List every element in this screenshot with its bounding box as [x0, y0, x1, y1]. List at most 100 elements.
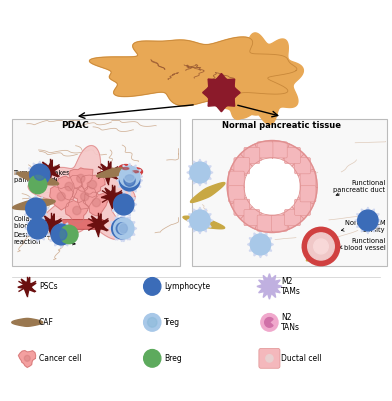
Text: Lymphocyte: Lymphocyte — [164, 282, 210, 291]
FancyBboxPatch shape — [259, 348, 280, 368]
Polygon shape — [39, 160, 60, 182]
Text: CAF: CAF — [39, 318, 54, 327]
Polygon shape — [25, 215, 51, 242]
Wedge shape — [265, 318, 273, 327]
Polygon shape — [48, 221, 74, 248]
Circle shape — [57, 192, 65, 201]
Circle shape — [26, 198, 46, 219]
Circle shape — [124, 175, 135, 186]
Ellipse shape — [129, 168, 142, 176]
Polygon shape — [247, 231, 274, 258]
Circle shape — [362, 215, 374, 226]
FancyBboxPatch shape — [271, 142, 287, 158]
Text: Desmoplastic
reaction: Desmoplastic reaction — [14, 232, 75, 245]
Circle shape — [147, 318, 157, 327]
Circle shape — [112, 218, 132, 239]
Polygon shape — [101, 186, 122, 208]
Circle shape — [194, 167, 205, 178]
Polygon shape — [355, 207, 381, 234]
Circle shape — [266, 354, 273, 362]
Polygon shape — [12, 318, 43, 326]
FancyBboxPatch shape — [295, 158, 310, 174]
Circle shape — [92, 198, 101, 207]
Polygon shape — [307, 240, 336, 261]
FancyBboxPatch shape — [285, 148, 300, 164]
Polygon shape — [183, 216, 225, 229]
Circle shape — [143, 350, 161, 367]
Polygon shape — [191, 182, 225, 203]
FancyBboxPatch shape — [300, 186, 316, 202]
FancyBboxPatch shape — [244, 209, 260, 226]
Circle shape — [34, 169, 45, 180]
Text: Ductal cell: Ductal cell — [281, 354, 322, 363]
Text: PSCs: PSCs — [39, 282, 58, 291]
FancyBboxPatch shape — [285, 209, 300, 226]
Polygon shape — [18, 277, 36, 296]
Polygon shape — [116, 163, 143, 190]
Circle shape — [116, 223, 127, 234]
Polygon shape — [187, 207, 213, 234]
FancyBboxPatch shape — [234, 158, 250, 174]
Text: Cancer cell: Cancer cell — [39, 354, 82, 363]
Circle shape — [190, 162, 210, 183]
Polygon shape — [73, 186, 97, 209]
FancyBboxPatch shape — [295, 199, 310, 215]
Circle shape — [29, 175, 47, 194]
Polygon shape — [187, 159, 213, 186]
Text: M2
TAMs: M2 TAMs — [281, 277, 301, 296]
Polygon shape — [97, 168, 131, 177]
Circle shape — [80, 192, 89, 201]
Circle shape — [250, 234, 270, 255]
Circle shape — [56, 229, 67, 240]
Circle shape — [255, 239, 266, 250]
Circle shape — [30, 164, 50, 185]
Polygon shape — [81, 175, 105, 197]
Circle shape — [32, 223, 44, 234]
Circle shape — [207, 78, 236, 107]
Circle shape — [24, 355, 30, 361]
Circle shape — [114, 194, 134, 215]
Polygon shape — [109, 215, 135, 242]
Text: Functional
blood vessel: Functional blood vessel — [339, 238, 385, 251]
Circle shape — [120, 166, 140, 187]
Circle shape — [51, 224, 71, 245]
Polygon shape — [221, 33, 303, 124]
Polygon shape — [27, 161, 53, 188]
Ellipse shape — [132, 171, 139, 173]
Circle shape — [120, 170, 140, 191]
FancyBboxPatch shape — [257, 215, 273, 231]
FancyBboxPatch shape — [300, 171, 316, 187]
Circle shape — [190, 210, 210, 231]
Polygon shape — [116, 167, 143, 194]
Circle shape — [60, 225, 78, 244]
Polygon shape — [17, 172, 59, 185]
Circle shape — [143, 314, 161, 331]
Polygon shape — [28, 146, 135, 239]
Polygon shape — [50, 186, 74, 210]
Text: Functional
pancreatic duct: Functional pancreatic duct — [334, 180, 385, 196]
Circle shape — [65, 182, 73, 191]
Polygon shape — [69, 168, 93, 191]
Text: Breg: Breg — [164, 354, 182, 363]
Polygon shape — [111, 215, 137, 242]
Circle shape — [76, 174, 85, 183]
Circle shape — [28, 218, 48, 239]
Circle shape — [114, 218, 134, 239]
Circle shape — [118, 223, 129, 234]
Polygon shape — [13, 199, 55, 210]
Circle shape — [30, 203, 42, 214]
Circle shape — [227, 141, 317, 233]
FancyBboxPatch shape — [234, 199, 250, 215]
Polygon shape — [203, 73, 240, 112]
FancyBboxPatch shape — [62, 220, 104, 229]
Polygon shape — [87, 214, 109, 236]
Circle shape — [308, 233, 334, 260]
Text: N2
TANs: N2 TANs — [281, 313, 300, 332]
Circle shape — [143, 277, 161, 295]
FancyBboxPatch shape — [271, 215, 287, 231]
Polygon shape — [111, 191, 137, 218]
Circle shape — [194, 215, 205, 226]
Polygon shape — [23, 195, 49, 222]
Text: Normal pancreatic tissue: Normal pancreatic tissue — [222, 121, 341, 130]
Circle shape — [244, 158, 300, 215]
